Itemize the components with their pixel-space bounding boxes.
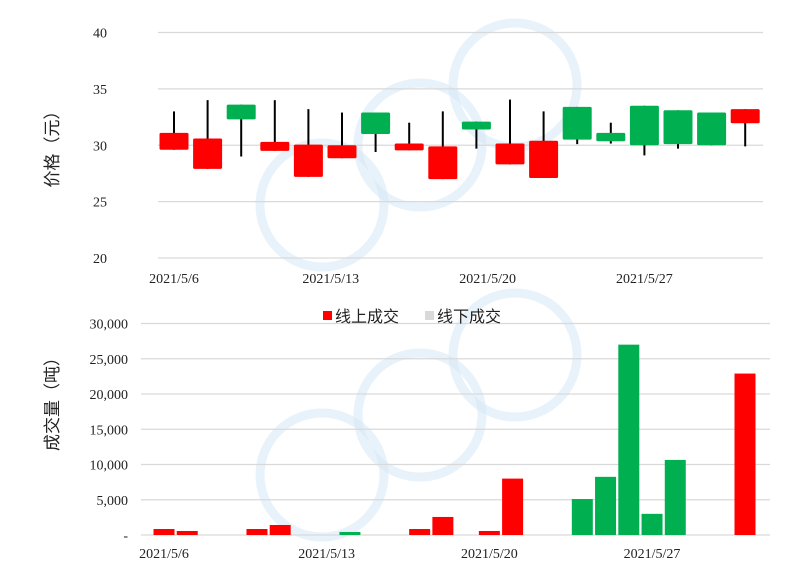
candle-body — [428, 146, 458, 180]
legend-label-offline: 线下成交 — [437, 308, 501, 326]
candle-body — [293, 144, 323, 177]
candle-body — [193, 138, 223, 169]
candle-body — [596, 132, 626, 142]
volume-bar — [176, 530, 198, 535]
y-tick-label: 5,000 — [97, 494, 129, 509]
price-axis-title: 价格（元） — [43, 103, 62, 188]
volume-bar — [153, 529, 175, 535]
volume-bar — [664, 459, 686, 535]
y-tick-label: 40 — [93, 27, 107, 42]
volume-bar — [246, 529, 268, 535]
watermark-circle — [448, 288, 582, 422]
x-tick-label: 2021/5/27 — [616, 272, 673, 287]
candle-body — [394, 143, 424, 151]
candle-body — [697, 112, 727, 146]
volume-bar — [432, 516, 454, 535]
watermark-circle — [255, 408, 389, 542]
candle-body — [495, 143, 525, 165]
y-tick-label: 20,000 — [90, 388, 129, 403]
candle-body — [663, 110, 693, 145]
y-tick-label: 30 — [93, 139, 107, 154]
legend-swatch-offline — [425, 311, 434, 320]
candle-body — [226, 104, 256, 120]
y-tick-label: 15,000 — [90, 423, 129, 438]
candle-body — [159, 132, 189, 150]
y-tick-label: - — [123, 529, 128, 544]
volume-bar — [409, 529, 431, 535]
candle-body — [361, 112, 391, 134]
x-tick-label: 2021/5/6 — [149, 272, 199, 287]
volume-bar — [478, 530, 500, 535]
x-tick-label: 2021/5/20 — [459, 272, 516, 287]
candle-body — [529, 140, 559, 178]
candle-body — [461, 121, 491, 130]
x-tick-label: 2021/5/13 — [298, 547, 355, 562]
watermark-circle — [255, 138, 389, 272]
price-candlestick-chart: 20 25 30 35 40 2021/5/6 2021/5/13 2021/5/20 2021… — [93, 27, 763, 287]
candle-body — [629, 105, 659, 146]
legend-swatch-online — [323, 311, 332, 320]
x-tick-label: 2021/5/6 — [139, 547, 189, 562]
y-tick-label: 25,000 — [90, 353, 129, 368]
x-tick-label: 2021/5/27 — [624, 547, 681, 562]
candle-body — [562, 106, 592, 140]
volume-bar-chart: - 5,000 10,000 15,000 20,000 25,000 30,000 2021… — [90, 318, 770, 562]
y-tick-label: 30,000 — [90, 318, 129, 333]
volume-bar — [571, 499, 593, 535]
volume-bar — [734, 373, 756, 535]
y-tick-label: 20 — [93, 252, 107, 267]
watermark-logo — [255, 18, 582, 542]
x-tick-label: 2021/5/20 — [461, 547, 518, 562]
volume-axis-title: 成交量（吨） — [43, 349, 62, 451]
volume-bar — [502, 478, 524, 535]
y-tick-label: 25 — [93, 196, 107, 211]
volume-bar — [595, 476, 617, 535]
volume-bar — [641, 513, 663, 535]
candle-body — [327, 145, 357, 159]
legend-label-online: 线上成交 — [335, 308, 399, 326]
y-tick-label: 35 — [93, 83, 107, 98]
watermark-circle — [353, 348, 487, 482]
candle-body — [730, 109, 760, 124]
volume-bar — [269, 524, 291, 535]
volume-bar — [339, 531, 361, 535]
volume-bar — [618, 344, 640, 535]
candle-body — [260, 141, 290, 151]
y-tick-label: 10,000 — [90, 459, 129, 474]
x-tick-label: 2021/5/13 — [302, 272, 359, 287]
